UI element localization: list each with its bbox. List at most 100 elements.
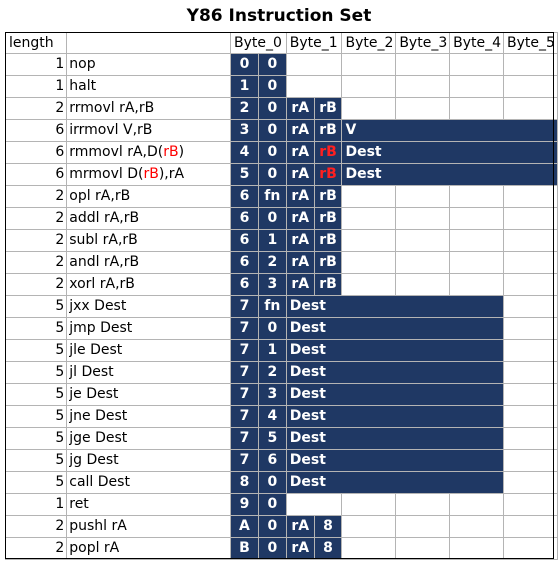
operand-span-cell: V <box>341 119 558 142</box>
operand-span-cell: Dest <box>285 449 505 472</box>
empty-byte-cell <box>395 537 451 560</box>
empty-byte-cell <box>341 97 397 120</box>
operand-span-cell: Dest <box>285 383 505 406</box>
operand-span-cell: Dest <box>341 141 558 164</box>
byte-half-cell: fn <box>257 185 287 208</box>
byte-half-cell: 0 <box>257 97 287 120</box>
byte-half-value: 2 <box>239 100 250 116</box>
empty-byte-cell <box>395 97 451 120</box>
empty-byte-cell <box>503 493 558 516</box>
table-row: 5 jge Dest 7 5 Dest <box>4 427 558 450</box>
byte-half-value: 6 <box>267 452 278 468</box>
byte-half-value: 6 <box>239 188 250 204</box>
byte-half-cell: rA <box>285 185 315 208</box>
table-row: 6 mrmovl D(rB),rA 5 0 rA rB Dest <box>4 163 558 186</box>
byte-half-value: 0 <box>267 496 278 512</box>
byte-half-value: 7 <box>239 342 250 358</box>
empty-byte-cell <box>449 537 505 560</box>
byte-half-value: 8 <box>323 540 333 556</box>
instruction-text: jmp Dest <box>69 320 133 336</box>
empty-byte-cell <box>341 75 397 98</box>
byte-half-value: fn <box>264 188 281 204</box>
byte-half-value: 4 <box>239 144 250 160</box>
instruction-cell: addl rA,rB <box>66 207 232 230</box>
length-cell: 5 <box>4 361 68 384</box>
length-cell: 2 <box>4 229 68 252</box>
byte-half-cell: rB <box>313 229 343 252</box>
byte-half-cell: rA <box>285 515 315 538</box>
byte-half-cell: rA <box>285 537 315 560</box>
byte-half-cell: rB <box>313 163 343 186</box>
byte-half-value: 0 <box>267 166 278 182</box>
table-row: 2 opl rA,rB 6 fn rA rB <box>4 185 558 208</box>
byte-half-value: 9 <box>239 496 250 512</box>
instruction-cell: je Dest <box>66 383 232 406</box>
byte-half-value: 1 <box>267 232 278 248</box>
byte-half-value: 2 <box>267 364 278 380</box>
length-cell: 5 <box>4 427 68 450</box>
table-row: 2 popl rA B 0 rA 8 <box>4 537 558 560</box>
byte-half-value: 7 <box>239 298 250 314</box>
byte-half-cell: 2 <box>230 97 259 120</box>
byte-half-value: 3 <box>267 386 278 402</box>
empty-byte-cell <box>449 251 505 274</box>
byte-half-value: rB <box>319 276 337 292</box>
byte-half-value: rA <box>291 232 310 248</box>
register-highlight: rB <box>163 144 179 160</box>
instruction-cell: andl rA,rB <box>66 251 232 274</box>
byte-half-cell: rA <box>285 119 315 142</box>
instruction-text: subl rA,rB <box>69 232 138 248</box>
byte-half-cell: 6 <box>230 207 259 230</box>
byte-half-value: 6 <box>239 276 250 292</box>
empty-byte-cell <box>449 75 505 98</box>
empty-byte-cell <box>503 515 558 538</box>
empty-byte-cell <box>341 273 397 296</box>
table-row: 1 nop 0 0 <box>4 53 558 76</box>
byte-half-cell: 1 <box>257 339 287 362</box>
byte-half-cell: 6 <box>230 229 259 252</box>
length-cell: 6 <box>4 119 68 142</box>
byte-half-cell: 6 <box>230 185 259 208</box>
byte-half-cell: 7 <box>230 317 259 340</box>
instruction-cell: subl rA,rB <box>66 229 232 252</box>
header-byte-2: Byte_2 <box>341 32 397 54</box>
byte-half-cell: rB <box>313 97 343 120</box>
page-title: Y86 Instruction Set <box>186 6 372 26</box>
table-row: 6 irrmovl V,rB 3 0 rA rB V <box>4 119 558 142</box>
byte-half-cell: rA <box>285 207 315 230</box>
byte-half-value: 8 <box>323 518 333 534</box>
instruction-text: pushl rA <box>69 518 127 534</box>
empty-byte-cell <box>503 251 558 274</box>
empty-byte-cell <box>503 53 558 76</box>
operand-span-cell: Dest <box>285 317 505 340</box>
operand-span-cell: Dest <box>285 471 505 494</box>
instruction-text: rmmovl rA,D( <box>69 144 164 160</box>
length-cell: 5 <box>4 317 68 340</box>
byte-half-cell: 7 <box>230 449 259 472</box>
byte-half-value: 7 <box>239 386 250 402</box>
byte-half-cell: 1 <box>257 229 287 252</box>
empty-byte-cell <box>503 339 558 362</box>
byte-half-value: 8 <box>239 474 250 490</box>
instruction-text: mrmovl D( <box>69 166 144 182</box>
length-cell: 2 <box>4 273 68 296</box>
operand-span-cell: Dest <box>285 427 505 450</box>
byte-half-value: rA <box>291 122 310 138</box>
byte-half-cell: rA <box>285 273 315 296</box>
byte-half-value: 6 <box>239 232 250 248</box>
empty-byte-cell <box>449 515 505 538</box>
header-byte-1: Byte_1 <box>285 32 343 54</box>
length-cell: 2 <box>4 207 68 230</box>
length-cell: 2 <box>4 251 68 274</box>
byte-half-value: rA <box>291 254 310 270</box>
instruction-cell: jne Dest <box>66 405 232 428</box>
header-byte-4: Byte_4 <box>449 32 505 54</box>
empty-byte-cell <box>341 207 397 230</box>
length-cell: 5 <box>4 405 68 428</box>
byte-half-cell: 8 <box>313 537 343 560</box>
length-cell: 2 <box>4 185 68 208</box>
byte-half-cell: fn <box>257 295 287 318</box>
empty-byte-cell <box>449 273 505 296</box>
table-row: 2 pushl rA A 0 rA 8 <box>4 515 558 538</box>
empty-byte-cell <box>341 53 397 76</box>
